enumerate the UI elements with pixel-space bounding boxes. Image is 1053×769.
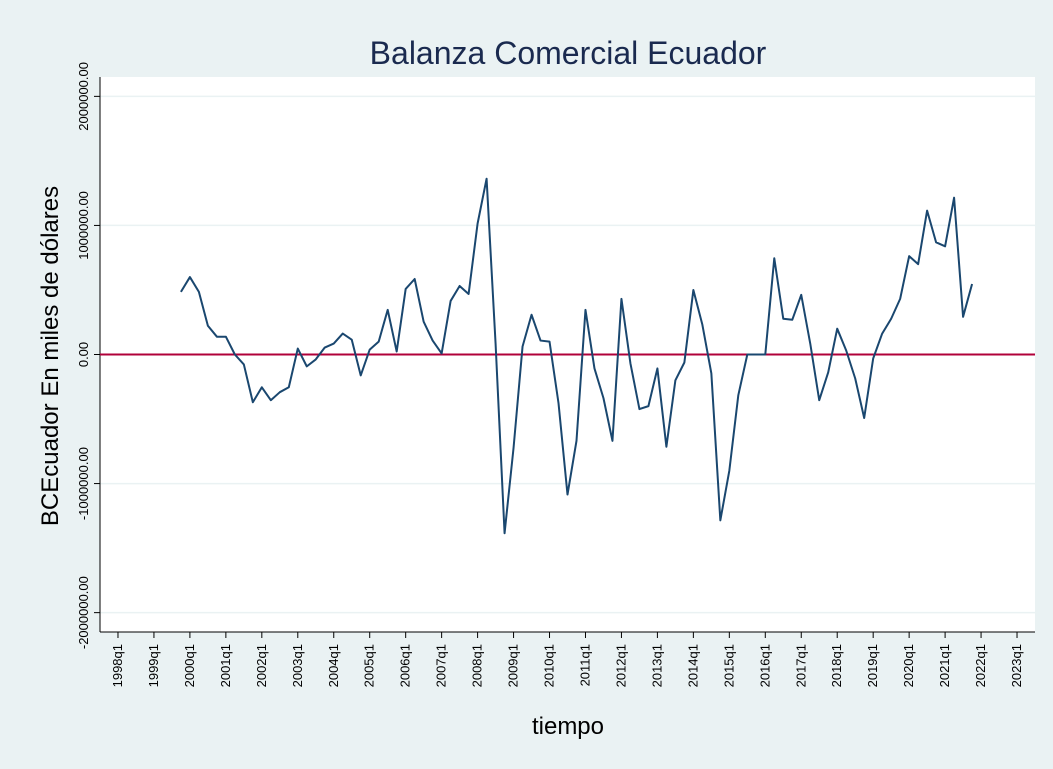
x-tick-label: 2021q1 — [937, 644, 952, 687]
x-tick-label: 2016q1 — [757, 644, 772, 687]
y-tick-label: 2000000.00 — [76, 62, 91, 131]
x-tick-label: 2010q1 — [542, 644, 557, 687]
x-tick-label: 2004q1 — [326, 644, 341, 687]
x-tick-label: 2013q1 — [649, 644, 664, 687]
y-tick-label: -2000000.00 — [76, 576, 91, 649]
x-tick-label: 2015q1 — [721, 644, 736, 687]
x-tick-label: 2001q1 — [218, 644, 233, 687]
x-tick-label: 2019q1 — [865, 644, 880, 687]
x-tick-label: 2023q1 — [1009, 644, 1024, 687]
x-tick-label: 2009q1 — [506, 644, 521, 687]
y-axis-label: BCEcuador En miles de dólares — [37, 186, 64, 526]
x-tick-label: 1998q1 — [110, 644, 125, 687]
x-tick-label: 2022q1 — [973, 644, 988, 687]
x-tick-label: 2012q1 — [613, 644, 628, 687]
x-tick-label: 2000q1 — [182, 644, 197, 687]
y-tick-label: 1000000.00 — [76, 191, 91, 260]
x-tick-label: 2017q1 — [793, 644, 808, 687]
x-tick-label: 2002q1 — [254, 644, 269, 687]
data-line — [180, 177, 974, 535]
x-tick-label: 2006q1 — [398, 644, 413, 687]
x-tick-label: 2018q1 — [829, 644, 844, 687]
y-tick-label: -1000000.00 — [76, 447, 91, 520]
chart-title: Balanza Comercial Ecuador — [370, 35, 767, 71]
x-tick-label: 2008q1 — [470, 644, 485, 687]
x-tick-label: 2007q1 — [434, 644, 449, 687]
x-tick-label: 2014q1 — [685, 644, 700, 687]
x-tick-label: 2005q1 — [362, 644, 377, 687]
x-tick-label: 2011q1 — [577, 644, 592, 686]
y-tick-label: 0.00 — [76, 342, 91, 367]
x-axis-label: tiempo — [532, 713, 604, 740]
x-tick-label: 2020q1 — [901, 644, 916, 687]
x-tick-label: 1999q1 — [146, 644, 161, 687]
x-tick-label: 2003q1 — [290, 644, 305, 687]
